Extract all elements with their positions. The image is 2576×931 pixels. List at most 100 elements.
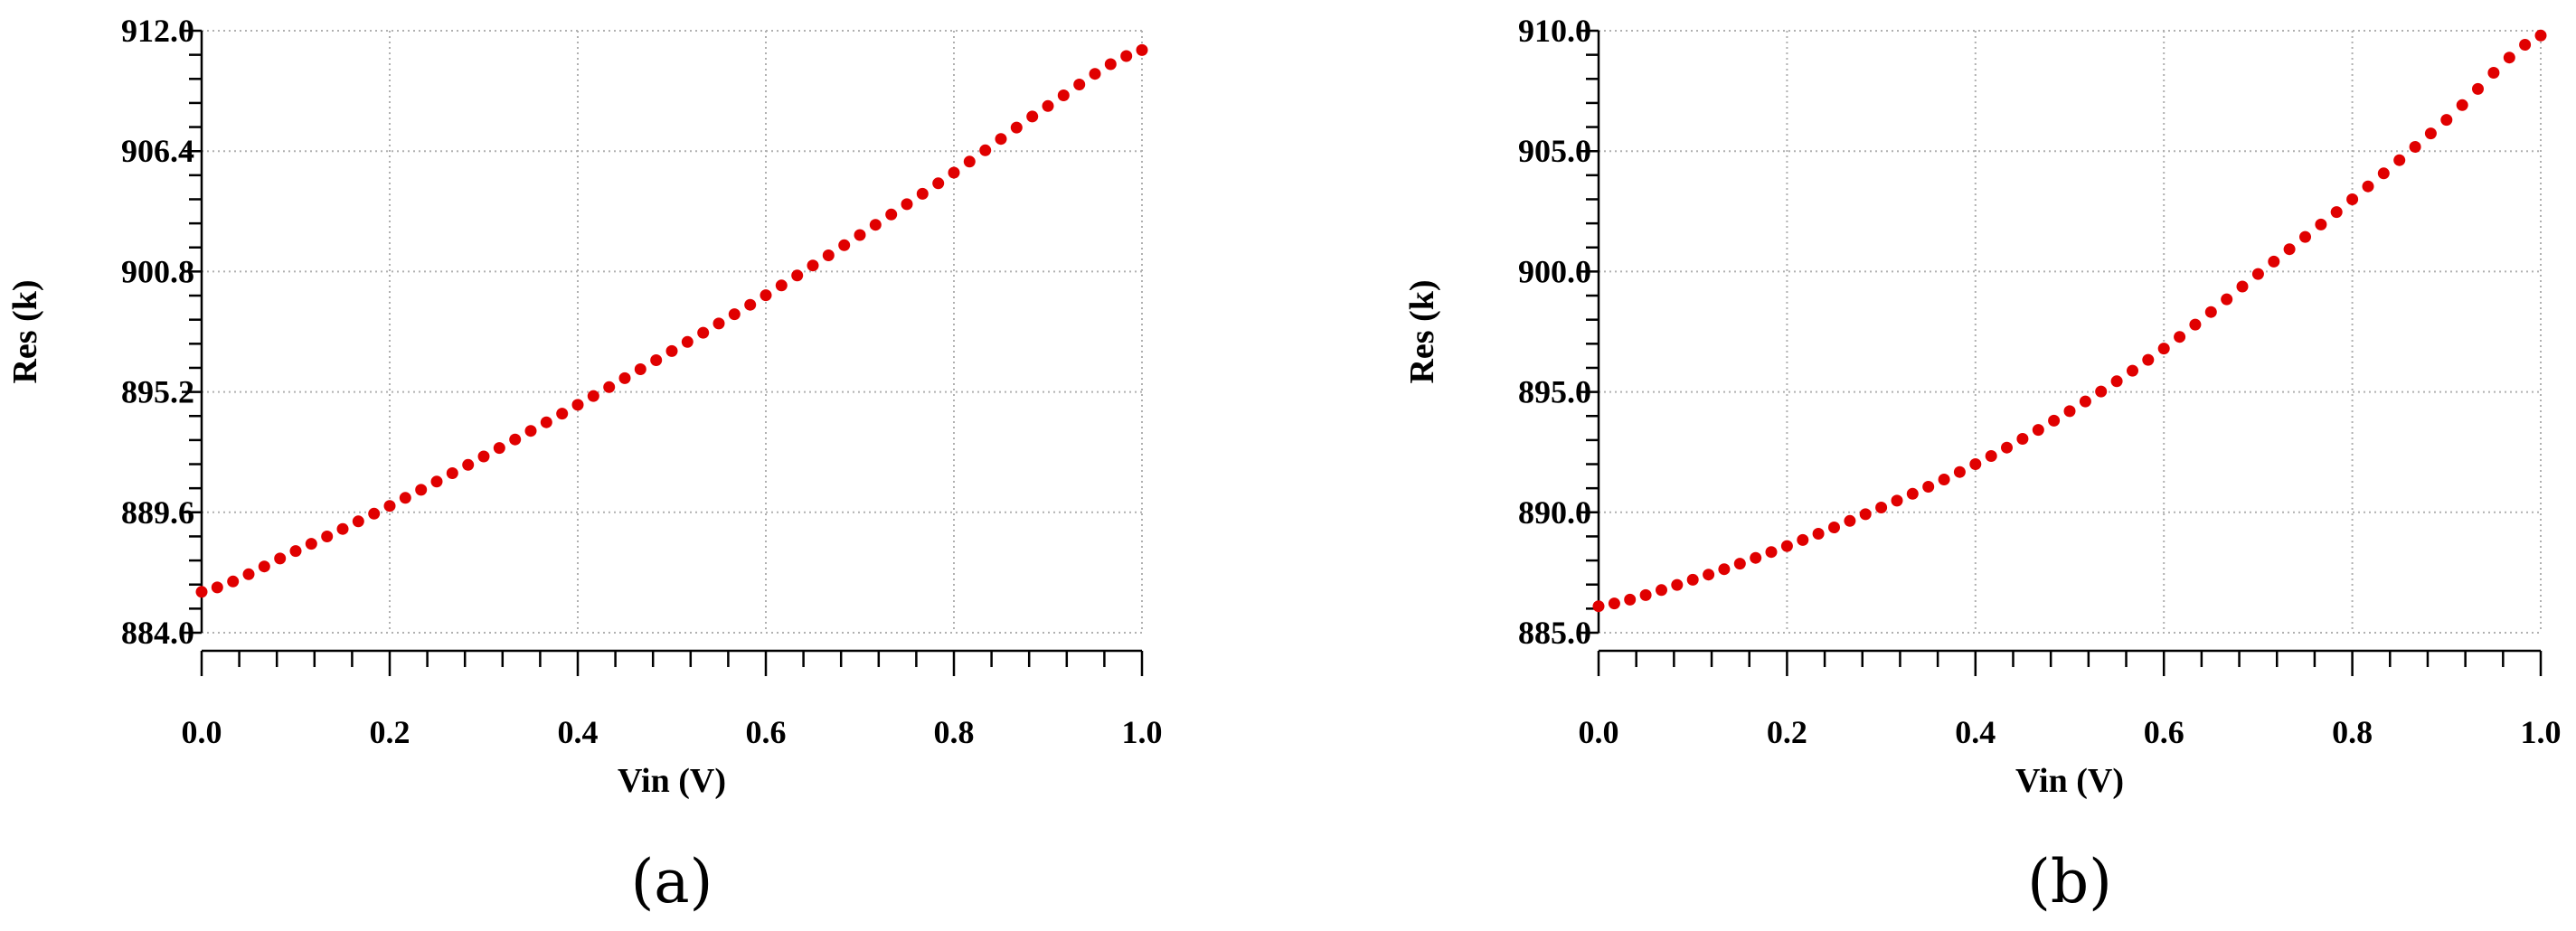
data-point-marker <box>477 450 490 463</box>
panel-label: (a) <box>631 847 713 917</box>
data-point-marker <box>399 492 411 504</box>
data-point-marker <box>2095 385 2108 398</box>
data-point-marker <box>1010 121 1023 134</box>
y-tick-label: 890.0 <box>1518 494 1591 531</box>
chart-panel-b: 885.0 890.0 895.0 900.0 905.0 910.0 0.0 0.2 0.4 0… <box>1403 13 2562 917</box>
chart-panel-a: 884.0 889.6 895.2 900.8 906.4 912.0 0.0 0.2 0.4 0… <box>6 13 1163 917</box>
data-point-marker <box>556 408 569 420</box>
data-point-marker <box>1828 522 1840 533</box>
data-point-marker <box>509 433 522 446</box>
x-axis-title: Vin (V) <box>2015 762 2124 800</box>
data-point-marker <box>2174 331 2186 343</box>
data-point-marker <box>2299 230 2311 243</box>
data-point-marker <box>1765 546 1778 559</box>
y-tick-label: 900.8 <box>121 253 194 289</box>
data-point-marker <box>2110 375 2123 388</box>
data-point-marker <box>289 545 302 558</box>
data-point-marker <box>2063 405 2076 418</box>
data-point-marker <box>948 166 960 179</box>
data-point-marker <box>712 317 725 330</box>
data-point-marker <box>493 442 505 455</box>
data-point-marker <box>2534 29 2547 42</box>
data-point-marker <box>603 381 616 393</box>
data-point-marker <box>2362 180 2374 193</box>
data-point-marker <box>1136 43 1148 56</box>
data-point-marker <box>916 187 929 200</box>
data-point-marker <box>979 144 992 156</box>
data-point-marker <box>2221 293 2233 306</box>
data-point-marker <box>571 399 584 411</box>
data-point-marker <box>869 219 882 231</box>
data-point-marker <box>2377 167 2390 180</box>
data-point-marker <box>681 335 694 348</box>
data-point-marker <box>2330 206 2343 219</box>
data-point-marker <box>321 531 334 542</box>
data-point-marker <box>885 208 898 221</box>
data-point-marker <box>1891 494 1903 507</box>
x-axis-title: Vin (V) <box>618 762 726 800</box>
data-point-marker <box>352 515 364 528</box>
data-point-marker <box>2393 154 2406 166</box>
data-point-marker <box>258 560 270 573</box>
x-tick-label: 0.4 <box>558 714 599 750</box>
data-point-marker <box>1750 551 1762 564</box>
data-point-marker <box>1624 593 1637 606</box>
data-point-marker <box>728 308 741 321</box>
data-point-marker <box>807 259 819 272</box>
data-point-marker <box>2001 441 2013 454</box>
data-point-marker <box>1733 558 1746 570</box>
x-tick-label: 0.4 <box>1955 714 1996 750</box>
data-point-marker <box>2127 364 2138 377</box>
data-point-marker <box>274 552 287 565</box>
data-point-marker <box>2204 306 2217 318</box>
data-point-marker <box>2424 127 2437 140</box>
data-point-marker <box>415 484 428 496</box>
data-point-marker <box>368 507 381 520</box>
data-point-marker <box>744 298 757 311</box>
data-point-marker <box>430 475 443 488</box>
y-tick-label: 889.6 <box>121 494 194 531</box>
data-point-marker <box>2016 433 2029 445</box>
data-point-marker <box>1073 79 1086 90</box>
x-tick-label: 0.8 <box>2332 714 2373 750</box>
x-tick-label: 0.0 <box>182 714 222 750</box>
data-point-marker <box>2456 99 2468 111</box>
data-point-marker <box>1938 474 1950 485</box>
data-point-marker <box>932 177 945 190</box>
data-point-marker <box>2440 114 2453 127</box>
data-point-marker <box>1120 50 1133 62</box>
data-point-marker <box>1797 533 1809 546</box>
data-point-marker <box>775 279 788 292</box>
data-series-line <box>1592 29 2547 613</box>
y-axis-title: Res (k) <box>6 279 44 383</box>
data-point-marker <box>587 390 599 402</box>
data-point-marker <box>1104 58 1117 71</box>
panel-label: (b) <box>2027 847 2112 917</box>
data-point-marker <box>1953 466 1966 478</box>
data-point-marker <box>383 500 396 513</box>
data-point-marker <box>650 354 663 366</box>
data-point-marker <box>901 198 913 211</box>
data-point-marker <box>2079 395 2091 408</box>
data-point-marker <box>2268 255 2280 268</box>
y-tick-label: 906.4 <box>121 133 194 169</box>
data-point-marker <box>1057 89 1070 101</box>
data-point-marker <box>2048 414 2061 427</box>
data-point-marker <box>2487 67 2500 79</box>
data-point-marker <box>1656 584 1667 597</box>
data-point-marker <box>2251 268 2264 280</box>
data-point-marker <box>2315 218 2327 230</box>
y-tick-label: 895.0 <box>1518 374 1591 410</box>
data-point-marker <box>2472 82 2484 95</box>
data-point-marker <box>697 326 710 339</box>
y-tick-label: 905.0 <box>1518 133 1591 169</box>
data-point-marker <box>1969 458 1982 470</box>
data-point-marker <box>524 425 537 437</box>
data-series-line <box>195 43 1148 598</box>
y-tick-label: 900.0 <box>1518 253 1591 289</box>
x-tick-label: 1.0 <box>2521 714 2562 750</box>
data-point-marker <box>1703 569 1715 581</box>
x-tick-label: 0.6 <box>2144 714 2184 750</box>
x-tick-label: 1.0 <box>1122 714 1163 750</box>
